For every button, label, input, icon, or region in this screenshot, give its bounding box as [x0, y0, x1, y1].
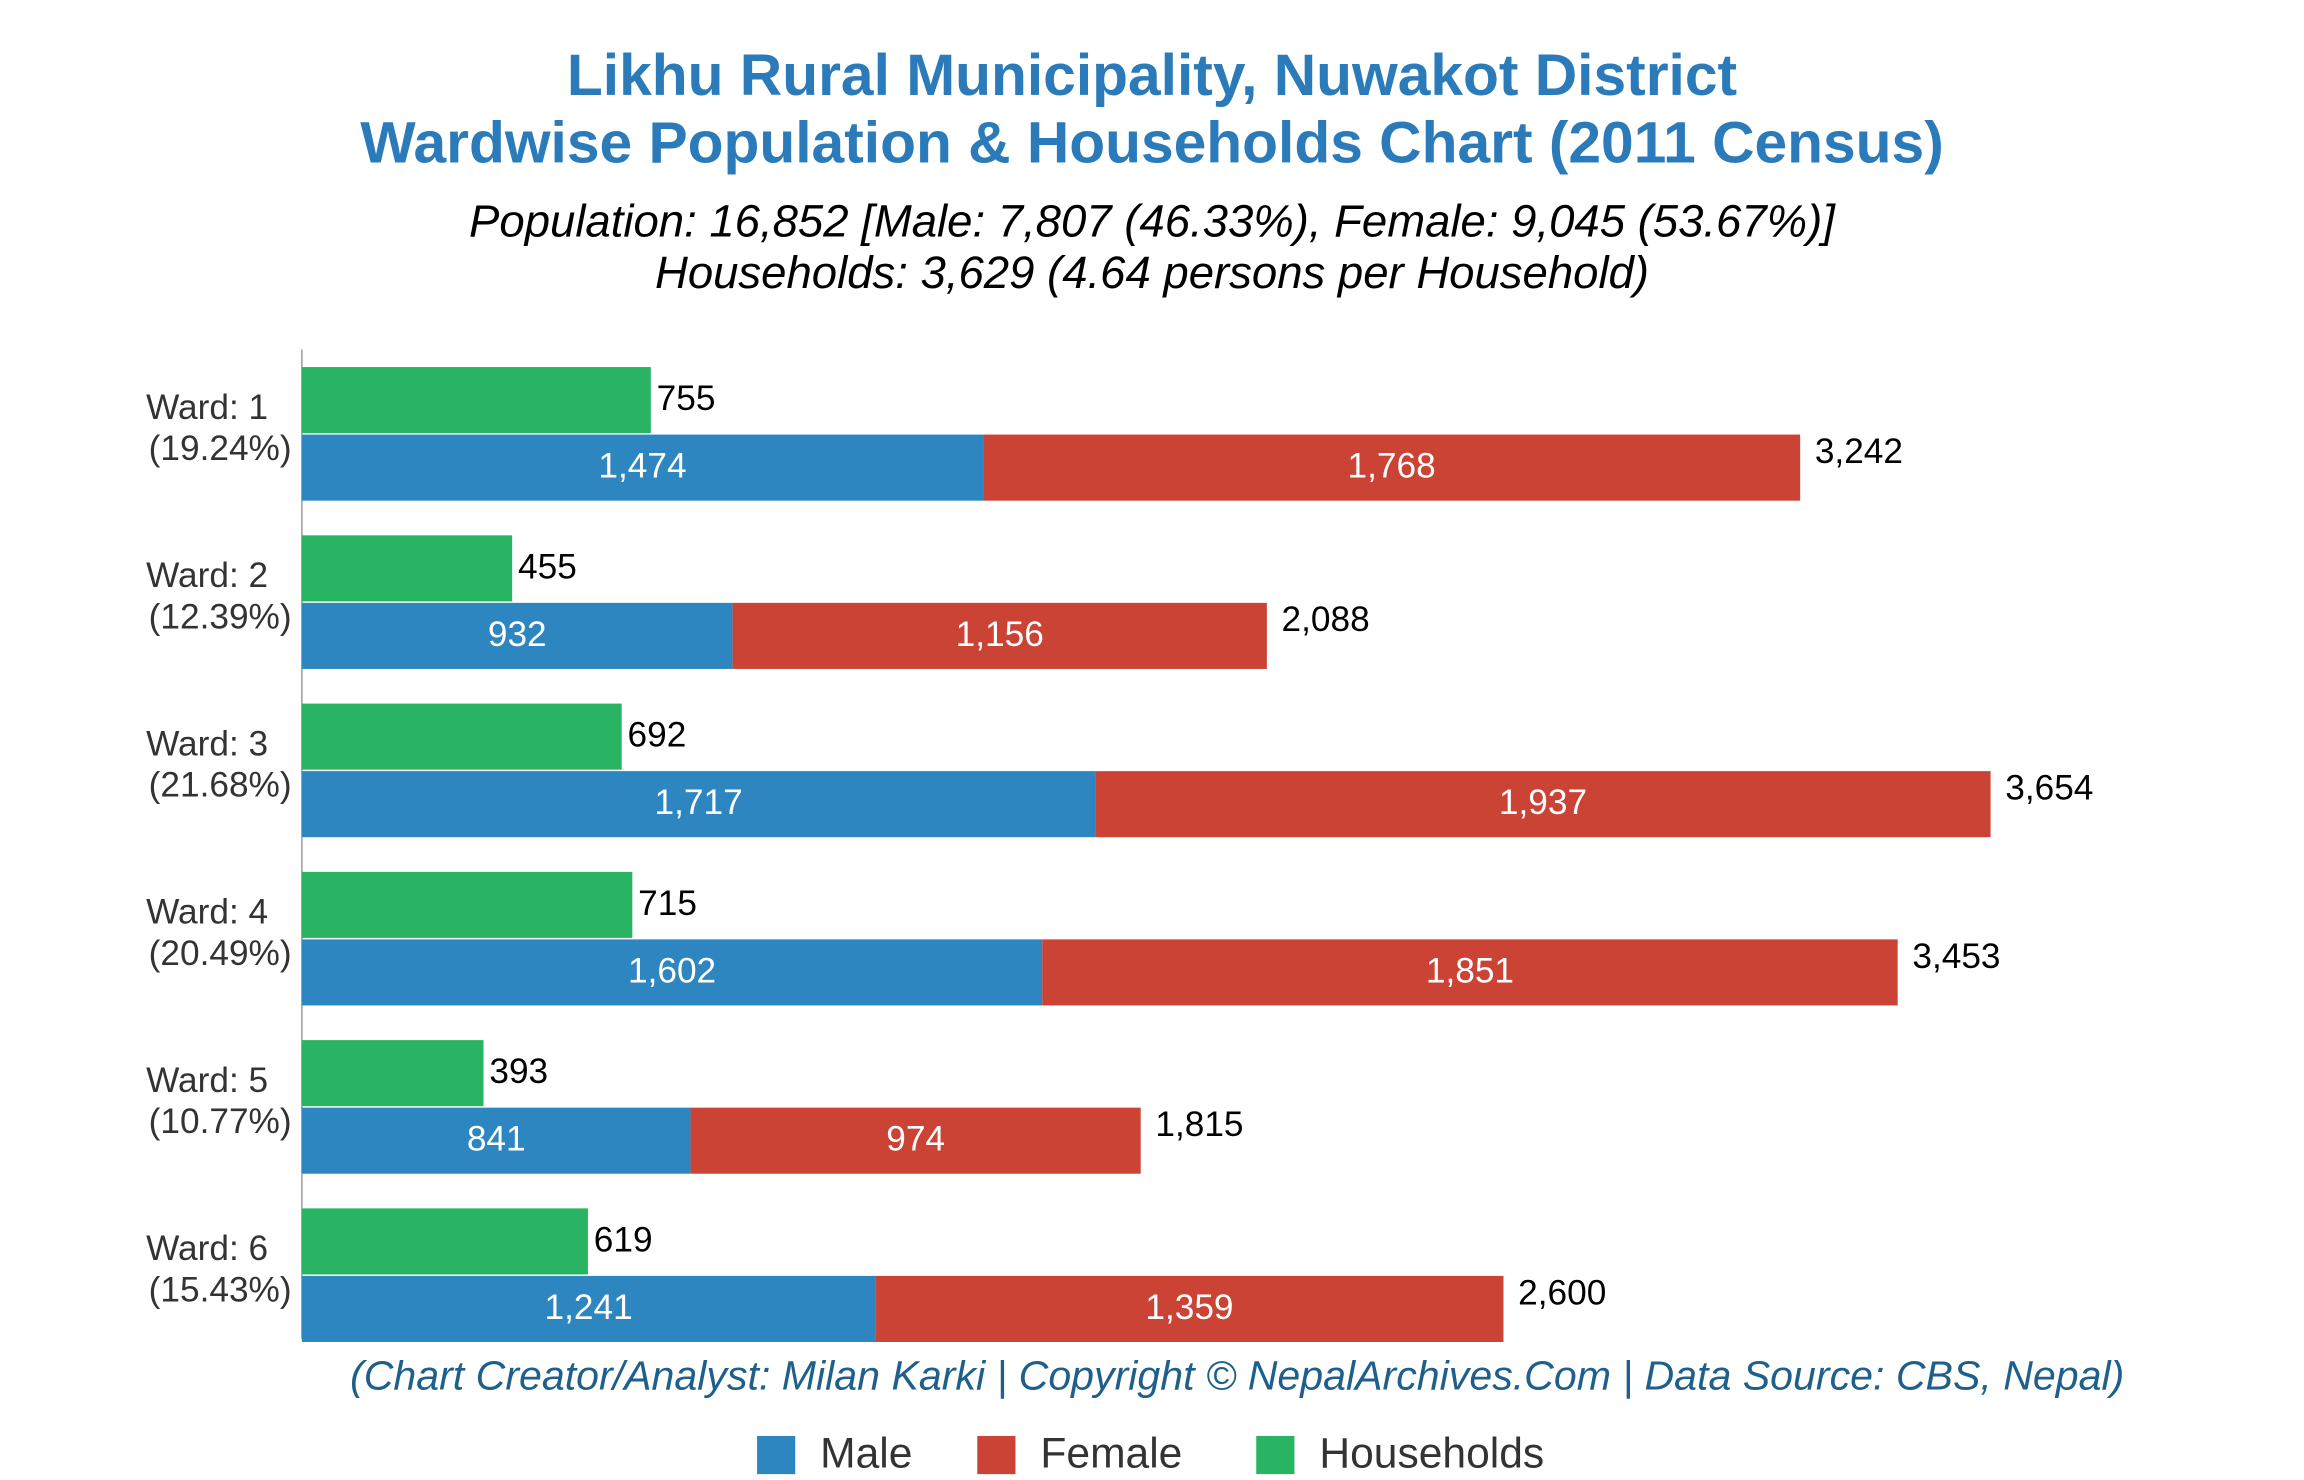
population-bar [983, 434, 1801, 501]
legend-label: Female [1040, 1430, 1182, 1478]
subtitle: Population: 16,852 [Male: 7,807 (46.33%)… [469, 196, 1836, 247]
total-label: 2,088 [1282, 600, 1370, 639]
value-label: 1,474 [598, 447, 686, 486]
value-label: 692 [628, 716, 687, 755]
population-bar [301, 1275, 876, 1342]
population-bar [301, 1107, 691, 1174]
population-bar [301, 771, 1096, 838]
value-label: 1,768 [1348, 447, 1436, 486]
household-bar [301, 871, 633, 938]
value-label: 1,156 [956, 615, 1044, 654]
value-label: 755 [657, 379, 716, 418]
category-label: Ward: 1 [146, 388, 268, 427]
value-label: 619 [594, 1220, 653, 1259]
category-note: (21.68%) [149, 766, 292, 805]
value-label: 841 [467, 1120, 526, 1159]
value-label: 1,602 [628, 951, 716, 990]
category-label: Ward: 5 [146, 1061, 268, 1100]
population-bar [301, 434, 984, 501]
category-label: Ward: 6 [146, 1229, 268, 1268]
household-bar [301, 1040, 484, 1107]
category-note: (15.43%) [149, 1270, 292, 1309]
total-label: 3,654 [2005, 769, 2093, 808]
population-bar [732, 602, 1267, 669]
value-label: 1,851 [1426, 951, 1514, 990]
value-label: 455 [518, 547, 577, 586]
population-bar [1042, 939, 1898, 1006]
subtitle: Households: 3,629 (4.64 persons per Hous… [655, 247, 1649, 298]
total-label: 1,815 [1155, 1105, 1243, 1144]
value-label: 1,717 [655, 783, 743, 822]
value-label: 1,937 [1499, 783, 1587, 822]
chart-title: Likhu Rural Municipality, Nuwakot Distri… [567, 43, 1737, 108]
category-note: (20.49%) [149, 934, 292, 973]
total-label: 3,242 [1815, 432, 1903, 471]
population-bar [301, 602, 733, 669]
household-bar [301, 535, 513, 602]
total-label: 3,453 [1912, 937, 2000, 976]
legend-label: Households [1319, 1430, 1544, 1478]
category-label: Ward: 2 [146, 556, 268, 595]
population-bar [690, 1107, 1141, 1174]
footer: (Chart Creator/Analyst: Milan Karki | Co… [350, 1353, 2124, 1399]
category-note: (12.39%) [149, 597, 292, 636]
household-bar [301, 1208, 588, 1275]
legend-swatch [977, 1435, 1016, 1475]
category-note: (10.77%) [149, 1102, 292, 1141]
household-bar [301, 703, 622, 770]
value-label: 1,241 [545, 1288, 633, 1327]
value-label: 932 [488, 615, 547, 654]
category-label: Ward: 3 [146, 724, 268, 763]
total-label: 2,600 [1518, 1273, 1606, 1312]
value-label: 1,359 [1145, 1288, 1233, 1327]
chart-title: Wardwise Population & Households Chart (… [360, 110, 1944, 175]
category-label: Ward: 4 [146, 893, 268, 932]
legend-swatch [1256, 1435, 1295, 1475]
value-label: 393 [489, 1052, 548, 1091]
population-bar [301, 939, 1043, 1006]
category-note: (19.24%) [149, 429, 292, 468]
population-bar [875, 1275, 1504, 1342]
value-label: 974 [886, 1120, 945, 1159]
household-bar [301, 367, 651, 434]
population-bar [1095, 771, 1991, 838]
value-label: 715 [638, 884, 697, 923]
legend-label: Male [820, 1430, 912, 1478]
legend-swatch [757, 1435, 796, 1475]
